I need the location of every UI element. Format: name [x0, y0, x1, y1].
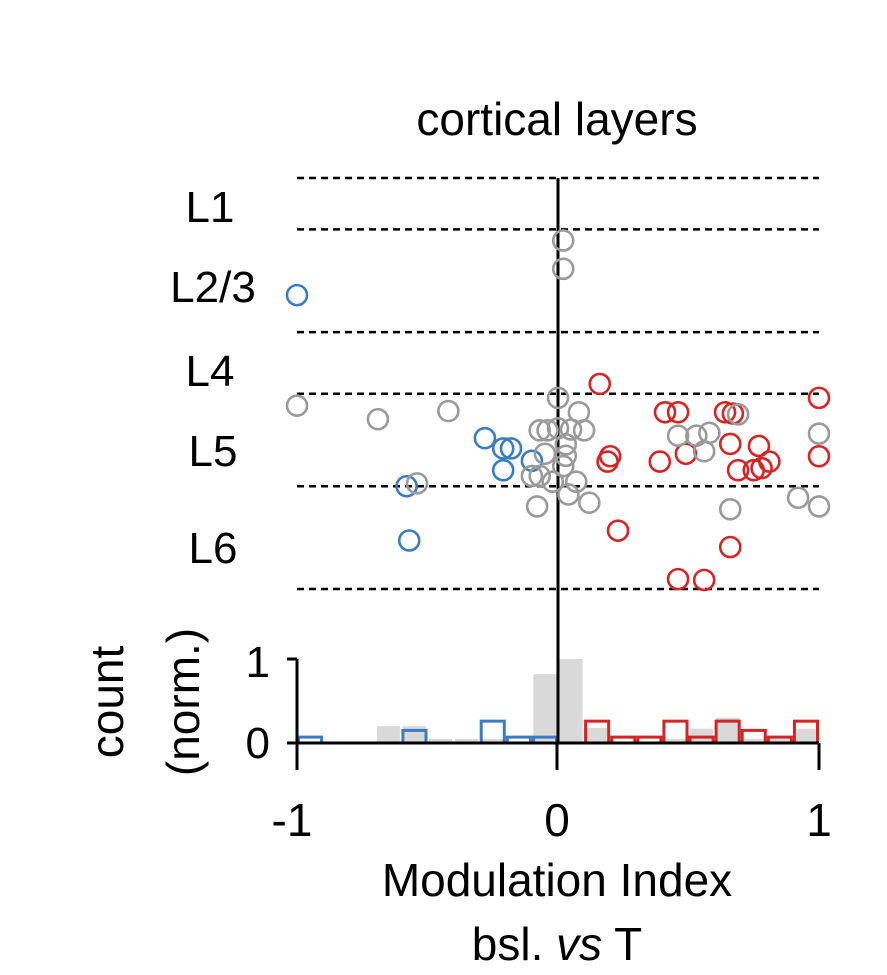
layer-label-l2-3: L2/3 — [170, 263, 256, 312]
x-axis-sublabel: bsl. vs T — [472, 918, 642, 970]
point-nonsig-28 — [578, 491, 601, 514]
hist-bar-nonsig-4 — [481, 738, 505, 743]
layer-label-l1: L1 — [186, 183, 235, 232]
point-nonsig-18 — [692, 440, 716, 463]
point-positive-17 — [606, 519, 630, 542]
histogram-axes: 1 0 -1 0 1 Modulation Index bsl. vs T co… — [81, 628, 832, 970]
point-nonsig-25 — [564, 470, 588, 494]
point-nonsig-8 — [698, 421, 721, 445]
point-nonsig-4 — [437, 399, 460, 423]
layer-labels: L1 L2/3 L4 L5 L6 — [170, 183, 256, 573]
point-positive-1 — [666, 400, 690, 424]
hist-bar-nonsig-11 — [742, 738, 766, 743]
point-negative-0 — [285, 283, 309, 307]
point-nonsig-27 — [557, 483, 580, 506]
x-tick-label-minus1: -1 — [272, 794, 313, 846]
hist-bar-nonsig-8 — [663, 738, 687, 743]
y-tick-label-1: 1 — [246, 638, 270, 687]
scatter-points — [285, 229, 831, 592]
hist-bar-nonsig-0 — [376, 726, 400, 743]
point-nonsig-22 — [528, 464, 552, 488]
point-positive-6 — [718, 432, 742, 456]
point-positive-16 — [742, 458, 766, 482]
point-positive-5 — [807, 386, 831, 410]
x-tick-label-1: 1 — [806, 794, 832, 846]
hist-bar-nonsig-6 — [559, 659, 583, 743]
point-negative-7 — [397, 529, 421, 552]
point-nonsig-7 — [726, 403, 750, 426]
point-positive-11 — [807, 444, 831, 468]
point-nonsig-17 — [554, 433, 578, 456]
point-nonsig-13 — [536, 419, 559, 442]
point-nonsig-10 — [666, 424, 690, 447]
point-positive-12 — [648, 450, 672, 473]
y-axis-label: count — [81, 646, 133, 759]
point-nonsig-26 — [405, 472, 429, 495]
point-nonsig-30 — [718, 497, 742, 521]
point-positive-18 — [718, 535, 742, 559]
point-positive-19 — [666, 567, 690, 591]
point-nonsig-21 — [551, 454, 575, 478]
point-nonsig-24 — [541, 470, 565, 494]
point-positive-10 — [596, 450, 619, 473]
y-tick-label-0: 0 — [246, 719, 270, 768]
layer-label-l6: L6 — [189, 524, 238, 573]
point-nonsig-2 — [285, 394, 309, 417]
layer-label-l4: L4 — [186, 347, 235, 396]
point-positive-0 — [588, 372, 612, 396]
point-nonsig-29 — [525, 495, 549, 518]
y-axis-sublabel: (norm.) — [157, 628, 209, 776]
point-nonsig-5 — [546, 386, 570, 410]
point-positive-3 — [713, 400, 737, 424]
point-negative-5 — [491, 458, 515, 482]
hist-bar-nonsig-5 — [533, 674, 557, 743]
hist-bar-nonsig-10 — [716, 717, 740, 743]
hist-bar-nonsig-2 — [429, 738, 453, 743]
hist-bar-nonsig-13 — [794, 728, 818, 743]
point-nonsig-0 — [551, 229, 575, 252]
point-negative-3 — [499, 437, 523, 460]
point-positive-2 — [653, 400, 677, 424]
point-positive-15 — [726, 458, 750, 482]
chart-title: cortical layers — [416, 93, 697, 145]
layer-boundaries — [297, 176, 819, 591]
point-nonsig-12 — [528, 419, 552, 442]
point-positive-7 — [747, 434, 771, 458]
x-tick-label-0: 0 — [544, 794, 570, 846]
point-nonsig-32 — [807, 495, 831, 518]
hist-bar-nonsig-7 — [585, 727, 609, 743]
layer-label-l5: L5 — [189, 427, 238, 476]
point-negative-6 — [395, 474, 418, 498]
hist-bar-nonsig-12 — [768, 738, 792, 743]
point-positive-20 — [692, 568, 716, 592]
point-nonsig-15 — [559, 418, 583, 441]
point-nonsig-31 — [786, 486, 810, 510]
hist-bar-nonsig-1 — [402, 726, 426, 743]
x-axis-label: Modulation Index — [382, 854, 732, 906]
point-nonsig-23 — [520, 464, 544, 488]
hist-bar-nonsig-3 — [455, 738, 479, 743]
point-nonsig-20 — [554, 444, 578, 468]
point-negative-2 — [491, 437, 515, 460]
point-nonsig-16 — [572, 419, 596, 442]
point-nonsig-11 — [807, 422, 831, 445]
point-nonsig-1 — [551, 257, 575, 281]
point-nonsig-3 — [366, 407, 390, 431]
point-negative-1 — [473, 426, 497, 450]
